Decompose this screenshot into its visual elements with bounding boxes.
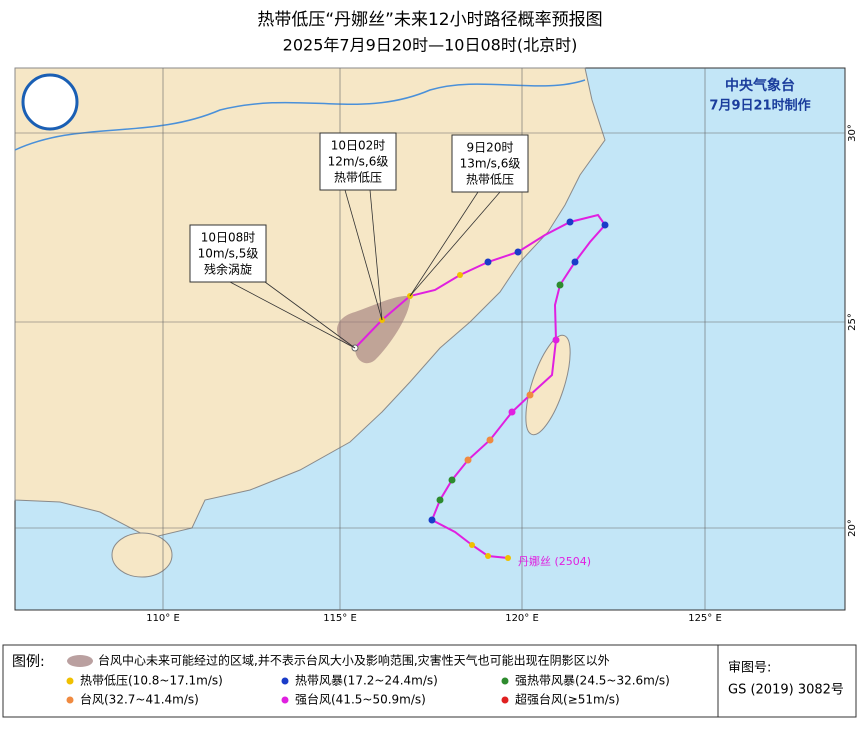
legend-frame	[2, 644, 857, 718]
legend-label: 强热带风暴(24.5~32.6m/s)	[515, 674, 670, 688]
callout-level: 热带低压	[334, 171, 382, 185]
legend-dot	[66, 696, 74, 704]
legend-dot	[501, 696, 509, 704]
callout-level: 热带低压	[466, 173, 514, 187]
legend-dot	[66, 677, 74, 685]
legend-title: 图例:	[12, 654, 45, 670]
issued: 7月9日21时制作	[709, 98, 810, 114]
callout-level: 残余涡旋	[204, 262, 252, 277]
lon-label: 125° E	[688, 613, 722, 624]
callout-time: 10日02时	[331, 139, 386, 153]
lat-label: 25°	[847, 313, 858, 331]
callout-wind: 13m/s,6级	[460, 157, 521, 171]
callout-wind: 10m/s,5级	[198, 247, 259, 261]
cma-logo	[21, 73, 79, 131]
taiwan	[525, 334, 571, 436]
lon-label: 115° E	[323, 613, 357, 624]
title: 热带低压“丹娜丝”未来12小时路径概率预报图	[257, 10, 602, 30]
track-points	[351, 218, 609, 561]
graticule	[15, 68, 845, 610]
callout-box	[451, 134, 529, 193]
callout-wind: 12m/s,6级	[328, 155, 389, 169]
agency: 中央气象台	[725, 77, 795, 94]
storm-track	[354, 213, 607, 559]
river	[14, 79, 586, 151]
lat-label: 30°	[847, 124, 858, 142]
storm-name: 丹娜丝 (2504)	[518, 554, 591, 568]
legend-items: 热带低压(10.8~17.1m/s) 热带风暴(17.2~24.4m/s) 强热带风…	[66, 674, 670, 707]
legend-dot	[281, 696, 289, 704]
legend-label: 热带风暴(17.2~24.4m/s)	[295, 674, 438, 688]
hainan	[111, 532, 173, 578]
legend-dot	[501, 677, 509, 685]
lat-label: 20°	[847, 519, 858, 537]
legend-label: 热带低压(10.8~17.1m/s)	[80, 674, 223, 688]
callout-box	[189, 224, 267, 283]
legend-dot	[281, 677, 289, 685]
legend-label: 超强台风(≥51m/s)	[515, 692, 620, 707]
legend-cone: 台风中心未来可能经过的区域,并不表示台风大小及影响范围,灾害性天气也可能出现在阴…	[98, 653, 610, 668]
lon-label: 110° E	[146, 613, 180, 624]
legend-label: 强台风(41.5~50.9m/s)	[295, 692, 426, 707]
subtitle: 2025年7月9日20时—10日08时(北京时)	[283, 36, 578, 55]
legend-label: 台风(32.7~41.4m/s)	[80, 692, 199, 707]
legend-cone-icon	[67, 655, 93, 667]
lon-label: 120° E	[505, 613, 539, 624]
callout-time: 9日20时	[467, 141, 514, 155]
callout-box	[319, 132, 397, 191]
approval-number: GS (2019) 3082号	[728, 683, 844, 698]
approval-title: 审图号:	[728, 661, 771, 676]
callout-time: 10日08时	[201, 231, 256, 245]
callout-leaders	[229, 189, 501, 349]
